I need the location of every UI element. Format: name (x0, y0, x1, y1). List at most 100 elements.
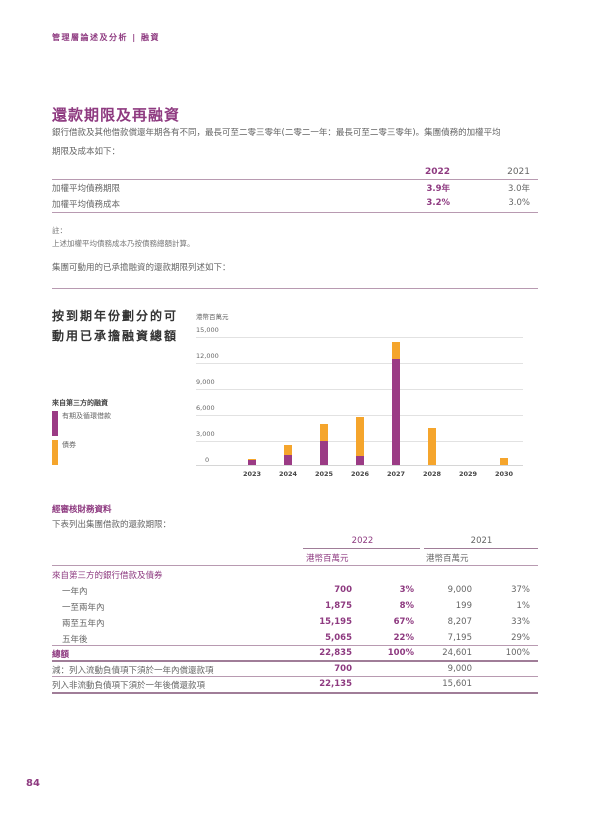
total-pct-2022: 100% (387, 648, 414, 658)
divider (52, 565, 538, 566)
bar-segment (392, 342, 400, 360)
divider (52, 692, 538, 694)
row-label: 一至兩年內 (62, 603, 105, 613)
divider (52, 288, 538, 289)
divider (52, 645, 538, 646)
group-label: 來自第三方的銀行借款及債券 (52, 571, 163, 581)
y-tick: 6,000 (196, 404, 215, 412)
less-label: 減：列入流動負債項下須於一年內償還款項 (52, 666, 214, 676)
divider (52, 660, 538, 662)
legend-title: 來自第三方的融資 (52, 399, 108, 407)
section-title: 還款期限及再融資 (52, 106, 181, 124)
summary-row-value-2021: 3.0年 (507, 184, 530, 194)
less-value-2021: 9,000 (447, 664, 472, 674)
row-pct-2022: 67% (393, 617, 414, 627)
note-text: 上述加權平均債務成本乃按債務總額計算。 (52, 239, 195, 248)
bar-segment (284, 454, 292, 465)
bar-segment (248, 460, 256, 465)
baseline (196, 465, 523, 466)
divider (303, 548, 420, 549)
bar-segment (284, 444, 292, 455)
row-pct-2021: 37% (511, 585, 530, 595)
row-value-2022: 15,195 (319, 617, 352, 627)
x-tick: 2030 (494, 470, 514, 478)
total-value-2021: 24,601 (442, 648, 472, 658)
row-pct-2021: 33% (511, 617, 530, 627)
intro-paragraph-line1: 銀行借款及其他借款償還年期各有不同，最長可至二零三零年(二零二一年：最長可至二零… (52, 128, 501, 138)
row-pct-2022: 22% (393, 633, 414, 643)
total-label: 總額 (52, 650, 70, 660)
x-tick: 2027 (386, 470, 406, 478)
noncurrent-value-2021: 15,601 (442, 679, 472, 689)
audited-lead: 下表列出集團借款的還款期限： (52, 520, 172, 530)
col-year-2022: 2022 (351, 536, 374, 546)
row-pct-2022: 8% (399, 601, 414, 611)
y-tick: 0 (205, 456, 210, 464)
x-tick: 2024 (278, 470, 298, 478)
summary-row-label: 加權平均債務期限 (52, 184, 121, 194)
unit-2022: 港幣百萬元 (306, 554, 349, 564)
row-value-2021: 199 (455, 601, 472, 611)
summary-col-2021: 2021 (507, 167, 530, 177)
legend-swatch-loans (52, 411, 58, 436)
bar-segment (248, 459, 256, 461)
bar-segment (320, 441, 328, 465)
col-year-2021: 2021 (470, 536, 493, 546)
bar-segment (500, 458, 508, 465)
y-tick: 9,000 (196, 378, 215, 386)
breadcrumb: 管理層論述及分析 | 融資 (52, 33, 160, 42)
summary-col-2022: 2022 (424, 167, 450, 177)
bar-segment (428, 428, 436, 465)
row-value-2021: 8,207 (447, 617, 472, 627)
x-tick: 2026 (350, 470, 370, 478)
x-tick: 2029 (458, 470, 478, 478)
row-value-2021: 7,195 (447, 633, 472, 643)
summary-row-value-2022: 3.2% (426, 198, 450, 208)
y-axis-label: 港幣百萬元 (196, 313, 229, 321)
chart-title: 按到期年份劃分的可動用已承擔融資總額 (52, 309, 179, 343)
legend-label-bonds: 債券 (62, 441, 76, 449)
divider (52, 212, 538, 213)
legend-swatch-bonds (52, 440, 58, 465)
page-number: 84 (26, 778, 40, 789)
gridline (196, 337, 523, 338)
row-label: 兩至五年內 (62, 619, 105, 629)
total-value-2022: 22,835 (319, 648, 352, 658)
bar-segment (356, 456, 364, 465)
divider (424, 548, 538, 549)
row-value-2022: 700 (334, 585, 352, 595)
divider (52, 179, 538, 180)
row-value-2022: 1,875 (325, 601, 352, 611)
note-label: 註： (52, 226, 67, 235)
row-pct-2022: 3% (399, 585, 414, 595)
unit-2021: 港幣百萬元 (426, 554, 469, 564)
bar-segment (320, 424, 328, 442)
y-tick: 15,000 (196, 326, 219, 334)
noncurrent-value-2022: 22,135 (319, 679, 352, 689)
gridline (196, 389, 523, 390)
row-pct-2021: 29% (511, 633, 530, 643)
summary-row-label: 加權平均債務成本 (52, 200, 121, 210)
x-tick: 2023 (242, 470, 262, 478)
bar-segment (392, 359, 400, 465)
y-tick: 3,000 (196, 430, 215, 438)
audited-subhead: 經審核財務資料 (52, 505, 112, 515)
x-tick: 2025 (314, 470, 334, 478)
row-value-2022: 5,065 (325, 633, 352, 643)
chart-lead-text: 集團可動用的已承擔融資的還款期限列述如下： (52, 263, 231, 273)
legend-label-loans: 有期及循環借款 (62, 412, 111, 420)
bar-segment (356, 417, 364, 457)
intro-paragraph-line2: 期限及成本如下： (52, 147, 121, 157)
x-tick: 2028 (422, 470, 442, 478)
gridline (196, 415, 523, 416)
divider (52, 676, 538, 677)
noncurrent-label: 列入非流動負債項下須於一年後償還款項 (52, 681, 206, 691)
total-pct-2021: 100% (505, 648, 530, 658)
row-pct-2021: 1% (516, 601, 531, 611)
row-label: 五年後 (62, 635, 88, 645)
summary-row-value-2022: 3.9年 (426, 184, 450, 194)
y-tick: 12,000 (196, 352, 219, 360)
less-value-2022: 700 (334, 664, 352, 674)
gridline (196, 363, 523, 364)
summary-row-value-2021: 3.0% (508, 198, 530, 208)
